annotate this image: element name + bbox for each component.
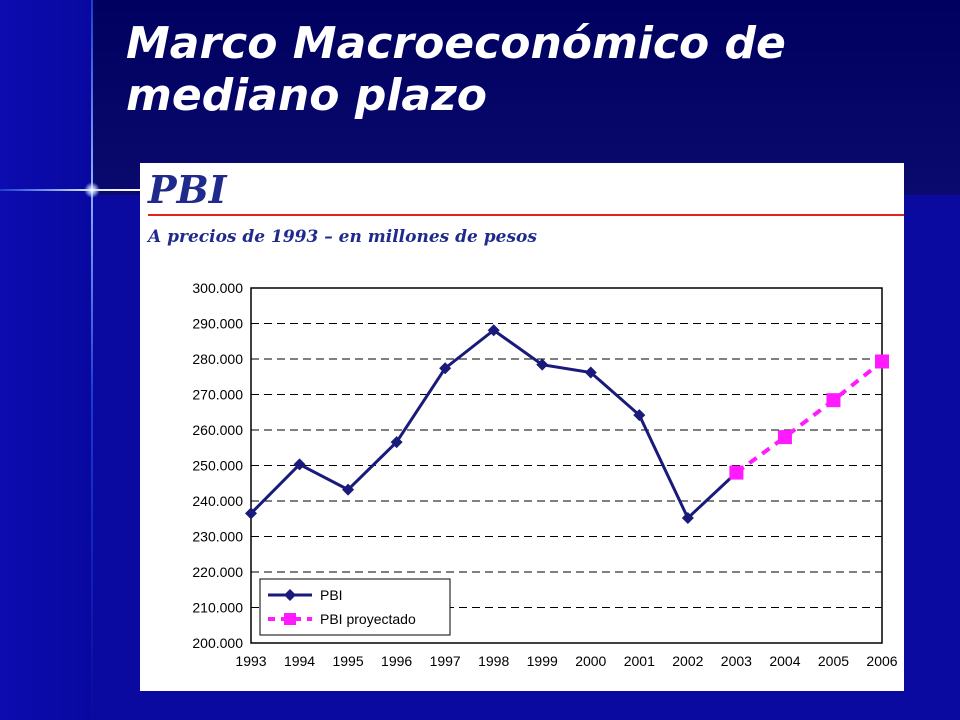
y-tick-label: 280.000 [192,351,243,367]
data-point-pbi-proyectado [729,465,744,480]
y-tick-label: 240.000 [192,493,243,509]
data-point-pbi [487,324,500,337]
data-point-pbi [633,409,646,422]
data-point-pbi [293,458,306,471]
slide-title-line-2: mediano plazo [126,70,487,121]
y-tick-label: 210.000 [192,600,243,616]
chart-panel: PBI A precios de 1993 – en millones de p… [140,163,904,691]
data-point-pbi [342,483,355,496]
data-point-pbi [390,436,403,449]
x-tick-label: 1995 [332,653,363,669]
y-tick-label: 230.000 [192,529,243,545]
data-point-pbi-proyectado [875,354,889,369]
legend-box [259,578,451,636]
x-tick-label: 2000 [575,653,606,669]
legend-label-pbi-proyectado: PBI proyectado [320,611,416,627]
slide-title-line-1: Marco Macroeconómico de [126,18,786,69]
background-left-band [0,0,92,720]
decorative-vertical-line [91,0,93,720]
y-tick-label: 250.000 [192,458,243,474]
y-tick-label: 290.000 [192,316,243,332]
y-tick-label: 300.000 [192,280,243,296]
y-tick-label: 220.000 [192,564,243,580]
line-chart: 200.000 210.000 220.000 230.000 240.000 250.0… [192,280,897,669]
y-tick-label: 200.000 [192,635,243,651]
data-point-pbi [681,512,694,525]
x-tick-label: 2001 [624,653,655,669]
x-tick-label: 2003 [721,653,752,669]
legend-marker-pbi [284,589,296,601]
x-tick-label: 1998 [478,653,509,669]
plot-frame [250,287,883,644]
x-tick-label: 2005 [818,653,849,669]
slide-title: Marco Macroeconómico de mediano plazo [126,18,926,122]
series-line-pbi-proyectado [735,359,884,475]
x-tick-label: 2002 [672,653,703,669]
chart-title: PBI [148,167,227,212]
y-tick-label: 260.000 [192,422,243,438]
decorative-sparkle [84,182,100,198]
x-tick-label: 2004 [769,653,800,669]
data-point-pbi [245,507,257,520]
x-tick-label: 1997 [430,653,461,669]
data-point-pbi [584,366,597,379]
decorative-horizontal-line [0,189,140,191]
legend-label-pbi: PBI [320,587,343,603]
legend-marker-pbi-proyectado [284,613,296,625]
background-top-band [92,0,960,195]
series-line-pbi [249,328,738,521]
y-tick-label: 270.000 [192,387,243,403]
x-tick-label: 1993 [235,653,266,669]
data-point-pbi [439,362,452,375]
chart-subtitle: A precios de 1993 – en millones de pesos [148,227,537,247]
data-point-pbi [536,358,549,371]
title-rule [148,214,904,216]
data-point-pbi-proyectado [826,393,841,408]
x-tick-label: 1994 [284,653,315,669]
x-tick-label: 1996 [381,653,412,669]
data-point-pbi-proyectado [777,430,792,445]
x-tick-label: 1999 [527,653,558,669]
x-tick-label: 2006 [866,653,897,669]
